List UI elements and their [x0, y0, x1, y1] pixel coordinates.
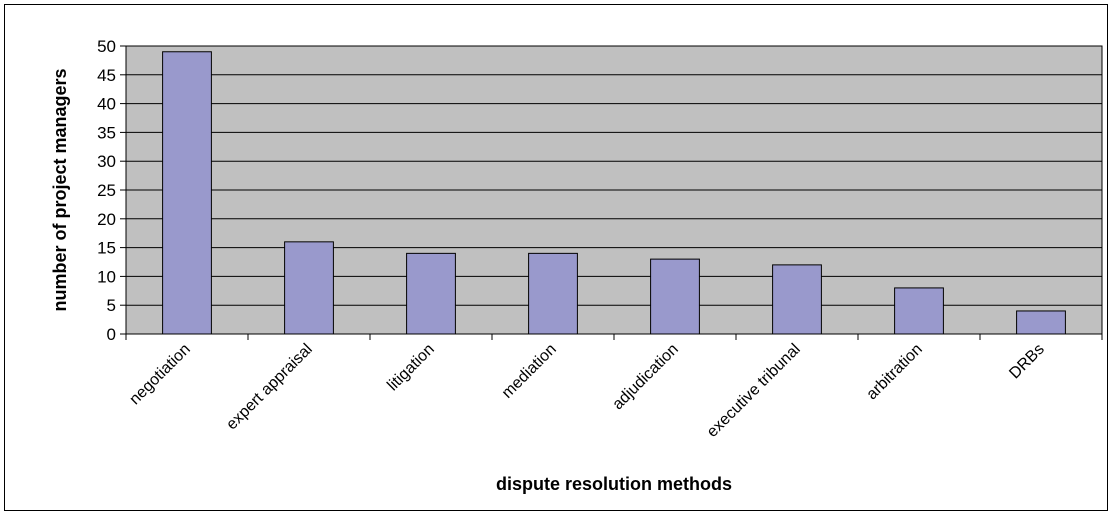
x-category-label: executive tribunal — [704, 341, 804, 441]
y-tick-label: 0 — [107, 325, 116, 344]
x-category-label: negotiation — [126, 341, 193, 408]
y-tick-labels: 0 5 10 15 20 25 30 35 40 45 50 — [97, 37, 116, 344]
axes — [120, 45, 1103, 340]
x-category-label: DRBs — [1006, 341, 1048, 383]
bar-mediation — [528, 252, 578, 335]
bar-negotiation — [162, 51, 212, 335]
bar-litigation — [406, 252, 456, 335]
bar-expert-appraisal — [284, 241, 334, 335]
y-tick-label: 50 — [97, 37, 116, 56]
y-tick-label: 35 — [97, 123, 116, 142]
bar-arbitration — [894, 287, 944, 335]
x-category-label: arbitration — [863, 341, 925, 403]
y-tick-label: 45 — [97, 66, 116, 85]
x-category-label: adjudication — [609, 341, 681, 413]
y-tick-label: 10 — [97, 267, 116, 286]
y-tick-label: 40 — [97, 95, 116, 114]
y-tick-label: 20 — [97, 210, 116, 229]
y-tick-label: 15 — [97, 239, 116, 258]
bars — [162, 51, 1066, 335]
y-tick-label: 25 — [97, 181, 116, 200]
x-category-labels: negotiation expert appraisal litigation med… — [126, 341, 1047, 441]
x-category-label: expert appraisal — [223, 341, 316, 434]
bar-drbs — [1016, 310, 1066, 335]
y-tick-label: 5 — [107, 296, 116, 315]
bar-adjudication — [650, 258, 700, 335]
x-category-label: litigation — [384, 341, 438, 395]
bar-executive-tribunal — [772, 264, 822, 335]
x-axis-title: dispute resolution methods — [496, 474, 732, 494]
x-category-label: mediation — [499, 341, 560, 402]
y-tick-label: 30 — [97, 152, 116, 171]
y-axis-title: number of project managers — [50, 68, 70, 311]
